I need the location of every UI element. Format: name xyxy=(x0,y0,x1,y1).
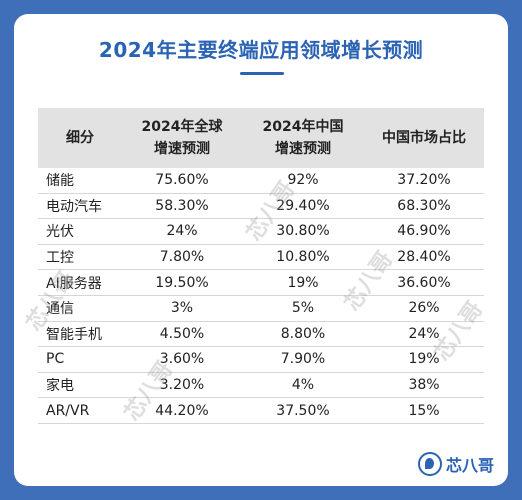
china-share-cell: 38% xyxy=(364,372,484,399)
segment-cell: 储能 xyxy=(38,168,122,194)
segment-cell: AI服务器 xyxy=(38,269,122,296)
report-card: 2024年主要终端应用领域增长预测 细分 2024年全球 增速预测 2024年中国… xyxy=(14,14,508,486)
china-growth-cell: 37.50% xyxy=(242,397,364,424)
segment-cell: 通信 xyxy=(38,295,122,322)
china-growth-cell: 30.80% xyxy=(242,218,364,245)
global-growth-cell: 58.30% xyxy=(122,193,242,220)
china-share-cell: 19% xyxy=(364,346,484,373)
china-growth-cell: 92% xyxy=(242,168,364,194)
china-growth-cell: 7.90% xyxy=(242,346,364,373)
global-growth-cell: 3% xyxy=(122,295,242,322)
table-row: 光伏 24% 30.80% 46.90% xyxy=(38,218,484,245)
global-growth-cell: 7.80% xyxy=(122,244,242,271)
china-share-cell: 68.30% xyxy=(364,193,484,220)
header-global-growth: 2024年全球 增速预测 xyxy=(122,108,242,168)
table-row: AI服务器 19.50% 19% 36.60% xyxy=(38,269,484,296)
table-row: 工控 7.80% 10.80% 28.40% xyxy=(38,244,484,271)
growth-forecast-table: 细分 2024年全球 增速预测 2024年中国 增速预测 中国市场占比 储能 75.6… xyxy=(38,108,484,424)
table-row: PC 3.60% 7.90% 19% xyxy=(38,346,484,373)
header-segment: 细分 xyxy=(38,108,122,168)
china-growth-cell: 8.80% xyxy=(242,321,364,348)
page-title: 2024年主要终端应用领域增长预测 xyxy=(98,38,424,62)
china-share-cell: 36.60% xyxy=(364,269,484,296)
logo-bird-icon xyxy=(417,452,442,476)
logo-text: 芯八哥 xyxy=(445,456,494,475)
global-growth-cell: 44.20% xyxy=(122,397,242,424)
global-growth-cell: 3.60% xyxy=(122,346,242,373)
global-growth-cell: 3.20% xyxy=(122,372,242,399)
table-row: 通信 3% 5% 26% xyxy=(38,295,484,322)
global-growth-cell: 19.50% xyxy=(122,269,242,296)
china-share-cell: 37.20% xyxy=(364,168,484,194)
table-row: 储能 75.60% 92% 37.20% xyxy=(38,168,484,194)
china-growth-cell: 10.80% xyxy=(242,244,364,271)
segment-cell: 家电 xyxy=(38,372,122,399)
header-china-growth: 2024年中国 增速预测 xyxy=(242,108,364,168)
segment-cell: 光伏 xyxy=(38,218,122,245)
china-growth-cell: 29.40% xyxy=(242,193,364,220)
table-row: 智能手机 4.50% 8.80% 24% xyxy=(38,321,484,348)
global-growth-cell: 24% xyxy=(122,218,242,245)
global-growth-cell: 4.50% xyxy=(122,321,242,348)
segment-cell: AR/VR xyxy=(38,397,122,424)
china-growth-cell: 5% xyxy=(242,295,364,322)
china-share-cell: 15% xyxy=(364,397,484,424)
segment-cell: PC xyxy=(38,346,122,373)
title-underline xyxy=(240,72,284,75)
global-growth-cell: 75.60% xyxy=(122,168,242,194)
china-share-cell: 26% xyxy=(364,295,484,322)
brand-logo: 芯八哥 xyxy=(417,452,494,476)
segment-cell: 智能手机 xyxy=(38,321,122,348)
china-growth-cell: 19% xyxy=(242,269,364,296)
table-header-row: 细分 2024年全球 增速预测 2024年中国 增速预测 中国市场占比 xyxy=(38,108,484,168)
china-growth-cell: 4% xyxy=(242,372,364,399)
china-share-cell: 24% xyxy=(364,321,484,348)
table-row: 家电 3.20% 4% 38% xyxy=(38,372,484,399)
segment-cell: 电动汽车 xyxy=(38,193,122,220)
header-china-share: 中国市场占比 xyxy=(364,108,484,168)
china-share-cell: 46.90% xyxy=(364,218,484,245)
china-share-cell: 28.40% xyxy=(364,244,484,271)
table-row: 电动汽车 58.30% 29.40% 68.30% xyxy=(38,193,484,220)
table-row: AR/VR 44.20% 37.50% 15% xyxy=(38,397,484,424)
segment-cell: 工控 xyxy=(38,244,122,271)
